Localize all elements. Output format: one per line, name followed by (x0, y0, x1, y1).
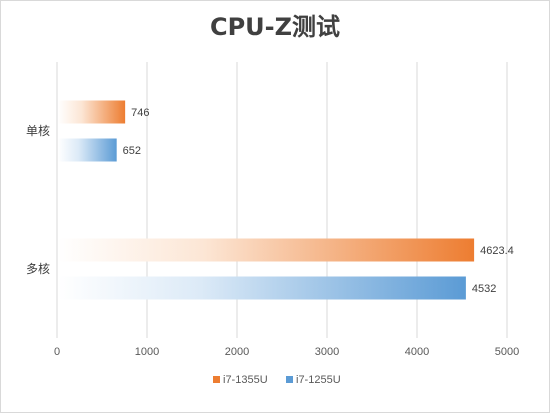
x-tick-label: 4000 (405, 346, 429, 358)
data-label: 746 (131, 107, 149, 119)
data-label: 4532 (472, 283, 496, 295)
legend-swatch (286, 376, 293, 383)
bar-i7-1255U-单核 (58, 138, 117, 162)
bar-i7-1355U-多核 (58, 238, 475, 262)
bar-i7-1355U-单核 (58, 100, 126, 124)
x-tick-label: 0 (54, 346, 60, 358)
legend-label: i7-1255U (296, 374, 341, 386)
data-label: 652 (123, 145, 141, 157)
legend-swatch (213, 376, 220, 383)
bar-i7-1255U-多核 (58, 276, 466, 300)
x-tick-label: 1000 (135, 346, 159, 358)
bars (58, 100, 475, 300)
data-label: 4623.4 (480, 245, 514, 257)
data-labels: 746 652 4623.4 4532 (123, 107, 514, 295)
category-label: 多核 (26, 262, 50, 276)
x-tick-label: 3000 (315, 346, 339, 358)
x-tick-label: 5000 (495, 346, 519, 358)
category-label: 单核 (26, 124, 50, 138)
x-tick-label: 2000 (225, 346, 249, 358)
legend: i7-1355U i7-1255U (213, 374, 341, 386)
x-tick-labels: 0 1000 2000 3000 4000 5000 (54, 346, 519, 358)
chart-title: CPU-Z测试 (210, 13, 340, 41)
legend-label: i7-1355U (223, 374, 268, 386)
